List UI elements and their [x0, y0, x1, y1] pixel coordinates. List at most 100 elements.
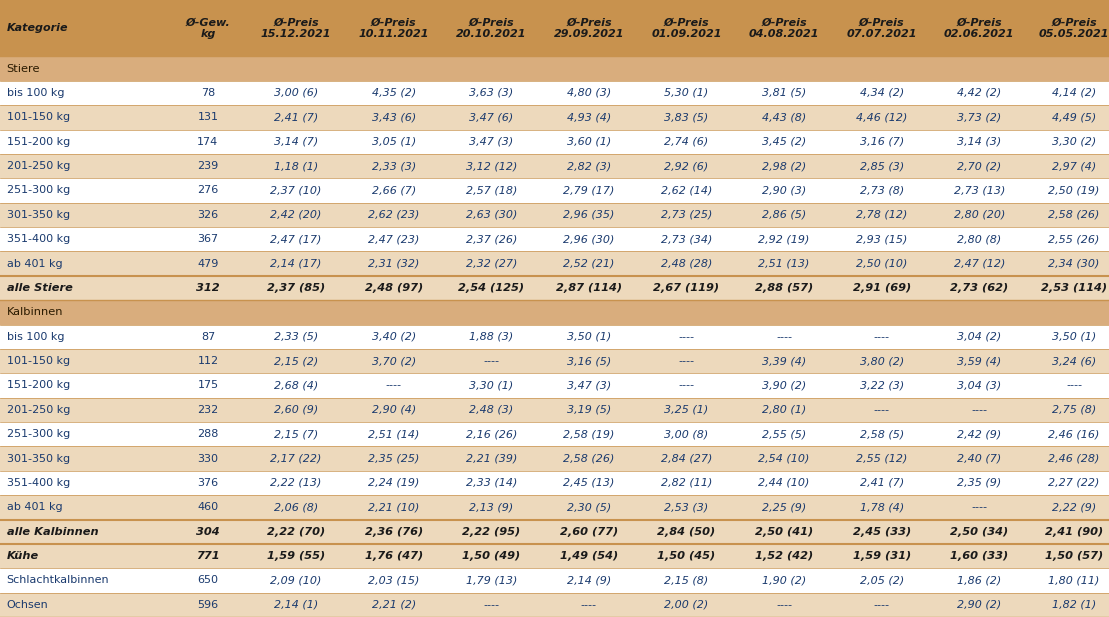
Text: 2,51 (13): 2,51 (13)	[759, 259, 810, 268]
Text: 288: 288	[197, 429, 218, 439]
Text: ----: ----	[386, 381, 401, 391]
Text: 2,15 (2): 2,15 (2)	[274, 356, 318, 366]
Text: 2,73 (25): 2,73 (25)	[661, 210, 712, 220]
Text: 376: 376	[197, 478, 218, 488]
Text: 3,50 (1): 3,50 (1)	[1052, 332, 1096, 342]
Text: 2,87 (114): 2,87 (114)	[556, 283, 622, 293]
Text: bis 100 kg: bis 100 kg	[7, 88, 64, 98]
Bar	[0, 495, 1109, 520]
Text: 112: 112	[197, 356, 218, 366]
Text: 2,21 (2): 2,21 (2)	[372, 600, 416, 610]
Text: 3,70 (2): 3,70 (2)	[372, 356, 416, 366]
Bar	[0, 105, 1109, 130]
Text: 2,90 (4): 2,90 (4)	[372, 405, 416, 415]
Text: 4,80 (3): 4,80 (3)	[567, 88, 611, 98]
Text: 3,47 (3): 3,47 (3)	[567, 381, 611, 391]
Text: ----: ----	[679, 332, 694, 342]
Text: 2,54 (125): 2,54 (125)	[458, 283, 525, 293]
Text: 3,05 (1): 3,05 (1)	[372, 137, 416, 147]
Text: 2,37 (10): 2,37 (10)	[271, 186, 322, 196]
Text: ----: ----	[581, 600, 597, 610]
Text: 1,76 (47): 1,76 (47)	[365, 551, 423, 561]
Text: 2,53 (3): 2,53 (3)	[664, 502, 709, 512]
Text: Ø-Preis
10.11.2021: Ø-Preis 10.11.2021	[358, 17, 429, 39]
Text: 2,78 (12): 2,78 (12)	[856, 210, 907, 220]
Text: 2,33 (5): 2,33 (5)	[274, 332, 318, 342]
Text: ----: ----	[679, 381, 694, 391]
Text: 2,14 (1): 2,14 (1)	[274, 600, 318, 610]
Text: 2,21 (39): 2,21 (39)	[466, 453, 517, 463]
Bar	[0, 81, 1109, 105]
Text: 2,45 (13): 2,45 (13)	[563, 478, 614, 488]
Text: ----: ----	[1066, 381, 1082, 391]
Bar	[0, 397, 1109, 422]
Text: 4,42 (2): 4,42 (2)	[957, 88, 1001, 98]
Text: 3,40 (2): 3,40 (2)	[372, 332, 416, 342]
Text: 2,51 (14): 2,51 (14)	[368, 429, 419, 439]
Text: 3,47 (3): 3,47 (3)	[469, 137, 513, 147]
Text: 2,79 (17): 2,79 (17)	[563, 186, 614, 196]
Text: 4,35 (2): 4,35 (2)	[372, 88, 416, 98]
Text: 1,50 (57): 1,50 (57)	[1045, 551, 1103, 561]
Text: 2,25 (9): 2,25 (9)	[762, 502, 806, 512]
Text: 2,50 (19): 2,50 (19)	[1048, 186, 1100, 196]
Text: 2,60 (77): 2,60 (77)	[560, 527, 618, 537]
Text: 2,33 (14): 2,33 (14)	[466, 478, 517, 488]
Text: 2,35 (25): 2,35 (25)	[368, 453, 419, 463]
Text: 2,41 (7): 2,41 (7)	[859, 478, 904, 488]
Text: Ochsen: Ochsen	[7, 600, 49, 610]
Text: 2,75 (8): 2,75 (8)	[1052, 405, 1096, 415]
Text: 1,50 (45): 1,50 (45)	[658, 551, 715, 561]
Text: 2,13 (9): 2,13 (9)	[469, 502, 513, 512]
Bar	[0, 544, 1109, 568]
Text: 4,49 (5): 4,49 (5)	[1052, 112, 1096, 122]
Text: 2,82 (11): 2,82 (11)	[661, 478, 712, 488]
Text: 2,30 (5): 2,30 (5)	[567, 502, 611, 512]
Text: ----: ----	[874, 332, 889, 342]
Text: 3,60 (1): 3,60 (1)	[567, 137, 611, 147]
Text: 2,62 (14): 2,62 (14)	[661, 186, 712, 196]
Text: 151-200 kg: 151-200 kg	[7, 381, 70, 391]
Text: 1,49 (54): 1,49 (54)	[560, 551, 618, 561]
Text: 2,45 (33): 2,45 (33)	[853, 527, 910, 537]
Text: 251-300 kg: 251-300 kg	[7, 429, 70, 439]
Text: ab 401 kg: ab 401 kg	[7, 502, 62, 512]
Text: 1,18 (1): 1,18 (1)	[274, 161, 318, 171]
Text: 2,96 (30): 2,96 (30)	[563, 234, 614, 244]
Text: 2,48 (3): 2,48 (3)	[469, 405, 513, 415]
Text: ----: ----	[971, 405, 987, 415]
Bar	[0, 202, 1109, 227]
Text: Ø-Preis
20.10.2021: Ø-Preis 20.10.2021	[456, 17, 527, 39]
Text: 2,46 (16): 2,46 (16)	[1048, 429, 1100, 439]
Text: Kühe: Kühe	[7, 551, 39, 561]
Text: 3,39 (4): 3,39 (4)	[762, 356, 806, 366]
Bar	[0, 471, 1109, 495]
Text: 3,16 (5): 3,16 (5)	[567, 356, 611, 366]
Text: 2,22 (9): 2,22 (9)	[1052, 502, 1096, 512]
Text: 3,00 (8): 3,00 (8)	[664, 429, 709, 439]
Text: 2,73 (13): 2,73 (13)	[954, 186, 1005, 196]
Text: 2,27 (22): 2,27 (22)	[1048, 478, 1100, 488]
Text: Ø-Preis
29.09.2021: Ø-Preis 29.09.2021	[553, 17, 624, 39]
Text: 101-150 kg: 101-150 kg	[7, 356, 70, 366]
Text: 3,47 (6): 3,47 (6)	[469, 112, 513, 122]
Text: 2,31 (32): 2,31 (32)	[368, 259, 419, 268]
Text: 3,16 (7): 3,16 (7)	[859, 137, 904, 147]
Text: 3,45 (2): 3,45 (2)	[762, 137, 806, 147]
Text: 330: 330	[197, 453, 218, 463]
Text: 2,90 (3): 2,90 (3)	[762, 186, 806, 196]
Text: 301-350 kg: 301-350 kg	[7, 453, 70, 463]
Text: 2,14 (9): 2,14 (9)	[567, 576, 611, 586]
Text: ----: ----	[484, 600, 499, 610]
Text: 2,80 (8): 2,80 (8)	[957, 234, 1001, 244]
Text: 2,73 (62): 2,73 (62)	[950, 283, 1008, 293]
Text: 2,66 (7): 2,66 (7)	[372, 186, 416, 196]
Text: 2,68 (4): 2,68 (4)	[274, 381, 318, 391]
Text: 3,12 (12): 3,12 (12)	[466, 161, 517, 171]
Text: 2,42 (9): 2,42 (9)	[957, 429, 1001, 439]
Text: 2,98 (2): 2,98 (2)	[762, 161, 806, 171]
Text: Ø-Preis
04.08.2021: Ø-Preis 04.08.2021	[749, 17, 820, 39]
Text: 2,50 (34): 2,50 (34)	[950, 527, 1008, 537]
Bar	[0, 373, 1109, 397]
Text: 2,70 (2): 2,70 (2)	[957, 161, 1001, 171]
